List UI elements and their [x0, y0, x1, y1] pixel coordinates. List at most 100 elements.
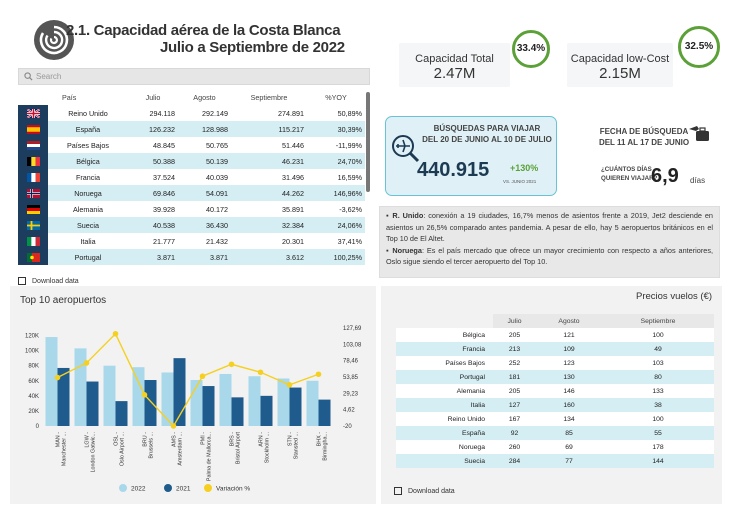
- cell-agosto: 36.430: [206, 220, 228, 230]
- left-tick-label: 0: [36, 424, 40, 430]
- cell-septiembre: 32.384: [282, 220, 304, 230]
- legend-label: 2021: [176, 486, 191, 493]
- table-row[interactable]: Países Bajos 48.845 50.765 51.446 -11,99%: [18, 137, 365, 153]
- price-row[interactable]: Portugal 181 130 80: [396, 370, 714, 384]
- x-tick-label: ARN -Stockholm ...: [259, 432, 271, 463]
- price-cell-julio: 260: [508, 443, 521, 451]
- title-line2: Julio a Septiembre de 2022: [160, 39, 345, 56]
- right-tick-label: 103,08: [343, 342, 362, 348]
- busquedas-card: BÚSQUEDAS PARA VIAJAR DEL 20 DE JUNIO AL…: [385, 116, 557, 196]
- cell-yoy: 50,89%: [337, 108, 362, 118]
- dias-question: ¿CUÁNTOS DÍAS QUIEREN VIAJAR?: [601, 165, 657, 183]
- price-table-container: Julio Agosto Septiembre Bélgica 205 121 100…: [396, 314, 714, 468]
- price-cell-agosto: 85: [565, 429, 573, 437]
- price-col-agosto[interactable]: Agosto: [536, 314, 602, 328]
- table-scrollbar[interactable]: [366, 92, 370, 192]
- variation-point: [257, 369, 264, 376]
- cell-yoy: 24,70%: [337, 156, 362, 166]
- price-row[interactable]: Italia 127 160 38: [396, 398, 714, 412]
- table-row[interactable]: Suecia 40.538 36.430 32.384 24,06%: [18, 217, 365, 233]
- table-row[interactable]: Reino Unido 294.118 292.149 274.891 50,89%: [18, 105, 365, 121]
- legend-label: Variación %: [216, 486, 250, 493]
- col-julio[interactable]: Julio: [145, 93, 161, 102]
- cell-septiembre: 46.231: [282, 156, 304, 166]
- price-cell-agosto: 134: [563, 415, 575, 423]
- bar-2022: [277, 378, 290, 426]
- right-tick-label: 4,62: [343, 408, 355, 414]
- cell-septiembre: 31.496: [282, 172, 304, 182]
- table-row[interactable]: Noruega 69.846 54.091 44.262 146,96%: [18, 185, 365, 201]
- price-cell-julio: 213: [508, 345, 521, 353]
- cell-julio: 126.232: [149, 124, 175, 134]
- note-country: Noruega: [392, 245, 422, 255]
- table-row[interactable]: España 126.232 128.988 115.217 30,39%: [18, 121, 365, 137]
- price-cell-agosto: 160: [563, 401, 575, 409]
- col-septiembre[interactable]: Septiembre: [250, 93, 288, 102]
- capacity-table-container: País Julio Agosto Septiembre %YOY Reino …: [18, 90, 365, 271]
- dias-value: 6,9: [651, 165, 679, 187]
- cell-pais: Italia: [80, 236, 96, 246]
- price-col-julio[interactable]: Julio: [493, 314, 536, 328]
- cell-septiembre: 274.891: [278, 108, 304, 118]
- price-download-link[interactable]: Download data: [394, 487, 455, 495]
- kpi-total-value: 2.47M: [433, 65, 476, 82]
- variation-point: [141, 392, 148, 398]
- price-cell-agosto: 123: [563, 359, 575, 367]
- dias-q-line1: ¿CUÁNTOS DÍAS: [601, 166, 652, 173]
- chart-title: Top 10 aeropuertos: [20, 295, 107, 306]
- table-row[interactable]: Bélgica 50.388 50.139 46.231 24,70%: [18, 153, 365, 169]
- price-cell-julio: 205: [508, 331, 521, 339]
- flag-cell: [18, 105, 48, 121]
- price-row[interactable]: Francia 213 109 49: [396, 342, 714, 356]
- left-tick-label: 120K: [25, 334, 39, 340]
- left-tick-label: 100K: [25, 349, 39, 355]
- search-placeholder: Search: [36, 72, 62, 81]
- right-tick-label: 127,69: [343, 326, 362, 332]
- cell-julio: 50.388: [153, 156, 175, 166]
- x-tick-label: AMS -Amsterdam ...: [172, 432, 184, 466]
- price-row[interactable]: Países Bajos 252 123 103: [396, 356, 714, 370]
- legend-swatch: [204, 484, 212, 492]
- kpi-lowcost-badge: 32.5%: [678, 26, 720, 68]
- table-row[interactable]: Francia 37.524 40.039 31.496 16,59%: [18, 169, 365, 185]
- note-country: R. Unido: [392, 211, 424, 220]
- cell-agosto: 21.432: [206, 236, 228, 246]
- table-row[interactable]: Alemania 39.928 40.172 35.891 -3,62%: [18, 201, 365, 217]
- bar-2021: [231, 397, 244, 426]
- table-row[interactable]: Portugal 3.871 3.871 3.612 100,25%: [18, 249, 365, 265]
- flag-cell: [18, 153, 48, 169]
- price-row[interactable]: Noruega 260 69 178: [396, 440, 714, 454]
- bar-2022: [306, 380, 319, 426]
- kpi-capacidad-total: Capacidad Total 2.47M: [399, 43, 510, 87]
- price-cell-pais: Noruega: [458, 443, 485, 451]
- bar-2022: [219, 373, 232, 426]
- col-yoy[interactable]: %YOY: [325, 93, 347, 102]
- price-cell-agosto: 69: [565, 443, 573, 451]
- variation-point: [315, 371, 322, 378]
- price-row[interactable]: Reino Unido 167 134 100: [396, 412, 714, 426]
- price-cell-agosto: 109: [563, 345, 575, 353]
- flag-cell: [18, 217, 48, 233]
- flag-it-icon: [26, 236, 40, 246]
- x-tick-label: STN -Stansted ...: [288, 432, 300, 459]
- table-row[interactable]: Italia 21.777 21.432 20.301 37,41%: [18, 233, 365, 249]
- download-data-link[interactable]: Download data: [18, 277, 79, 285]
- price-col-septiembre[interactable]: Septiembre: [602, 314, 714, 328]
- kpi-total-label: Capacidad Total: [415, 53, 494, 65]
- note-text: : Es el país mercado que ofrece un mayor…: [386, 245, 714, 267]
- price-row[interactable]: Alemania 205 146 133: [396, 384, 714, 398]
- cell-agosto: 50.139: [206, 156, 228, 166]
- price-row[interactable]: Bélgica 205 121 100: [396, 328, 714, 342]
- cell-julio: 48.845: [153, 140, 175, 150]
- price-row[interactable]: España 92 85 55: [396, 426, 714, 440]
- price-row[interactable]: Suecia 284 77 144: [396, 454, 714, 468]
- cell-septiembre: 20.301: [282, 236, 304, 246]
- price-cell-septiembre: 133: [652, 387, 664, 395]
- search-input[interactable]: Search: [18, 68, 370, 85]
- col-agosto[interactable]: Agosto: [193, 93, 216, 102]
- right-tick-label: 78,46: [343, 359, 359, 365]
- download-icon: [394, 487, 402, 495]
- download-label: Download data: [32, 277, 79, 285]
- col-pais[interactable]: País: [62, 93, 77, 102]
- cell-pais: Reino Unido: [68, 108, 108, 118]
